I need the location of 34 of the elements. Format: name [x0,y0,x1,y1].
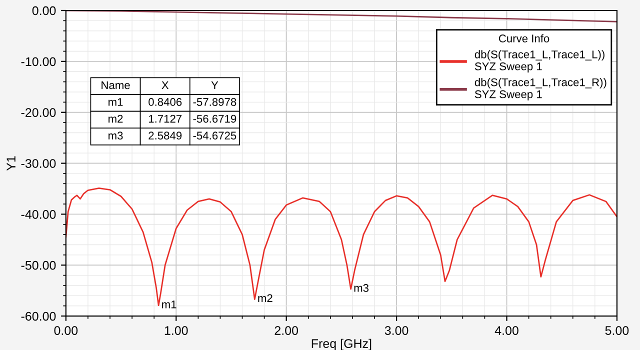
annotation: -56.6719 [193,114,236,123]
y-tick-label: -30.00 [21,159,56,168]
legend-label: db(S(Trace1_L,Trace1_R)) SYZ Sweep 1 [474,78,606,100]
y-tick-label: -50.00 [21,260,56,270]
x-tick-label: 2.00 [274,326,298,335]
x-tick-label: 4.00 [494,326,518,335]
legend-label: db(S(Trace1_L,Trace1_L)) SYZ Sweep 1 [474,50,604,72]
y-axis-title: Y1 [6,156,16,171]
annotation: X [162,81,169,89]
x-tick-label: 3.00 [384,326,408,335]
annotation: 2.5849 [148,132,182,140]
y-tick-label: -10.00 [21,57,56,66]
annotation: -54.6725 [193,132,236,140]
y-tick-label: -20.00 [21,108,56,117]
annotation: 1.7127 [148,114,182,123]
annotation: m1 [162,300,176,308]
y-tick-label: -60.00 [21,312,56,321]
annotation: Y [211,81,218,89]
y-tick-label: -40.00 [21,210,56,219]
x-axis-title: Freq [GHz] [312,338,372,350]
annotation: m3 [354,284,369,292]
annotation: -57.8978 [193,98,236,106]
x-tick-label: 1.00 [164,326,188,335]
annotation: m1 [108,98,123,106]
x-tick-label: 0.00 [54,326,78,335]
annotation: m2 [108,114,123,123]
line-series [66,188,617,306]
annotation: m2 [258,294,272,302]
legend-title: Curve Info [498,34,550,42]
y-tick-label: 0.00 [32,6,56,16]
annotation: 0.8406 [148,98,182,106]
annotation: m3 [108,132,123,140]
annotation: Name [102,81,130,90]
x-tick-label: 5.00 [605,326,629,335]
